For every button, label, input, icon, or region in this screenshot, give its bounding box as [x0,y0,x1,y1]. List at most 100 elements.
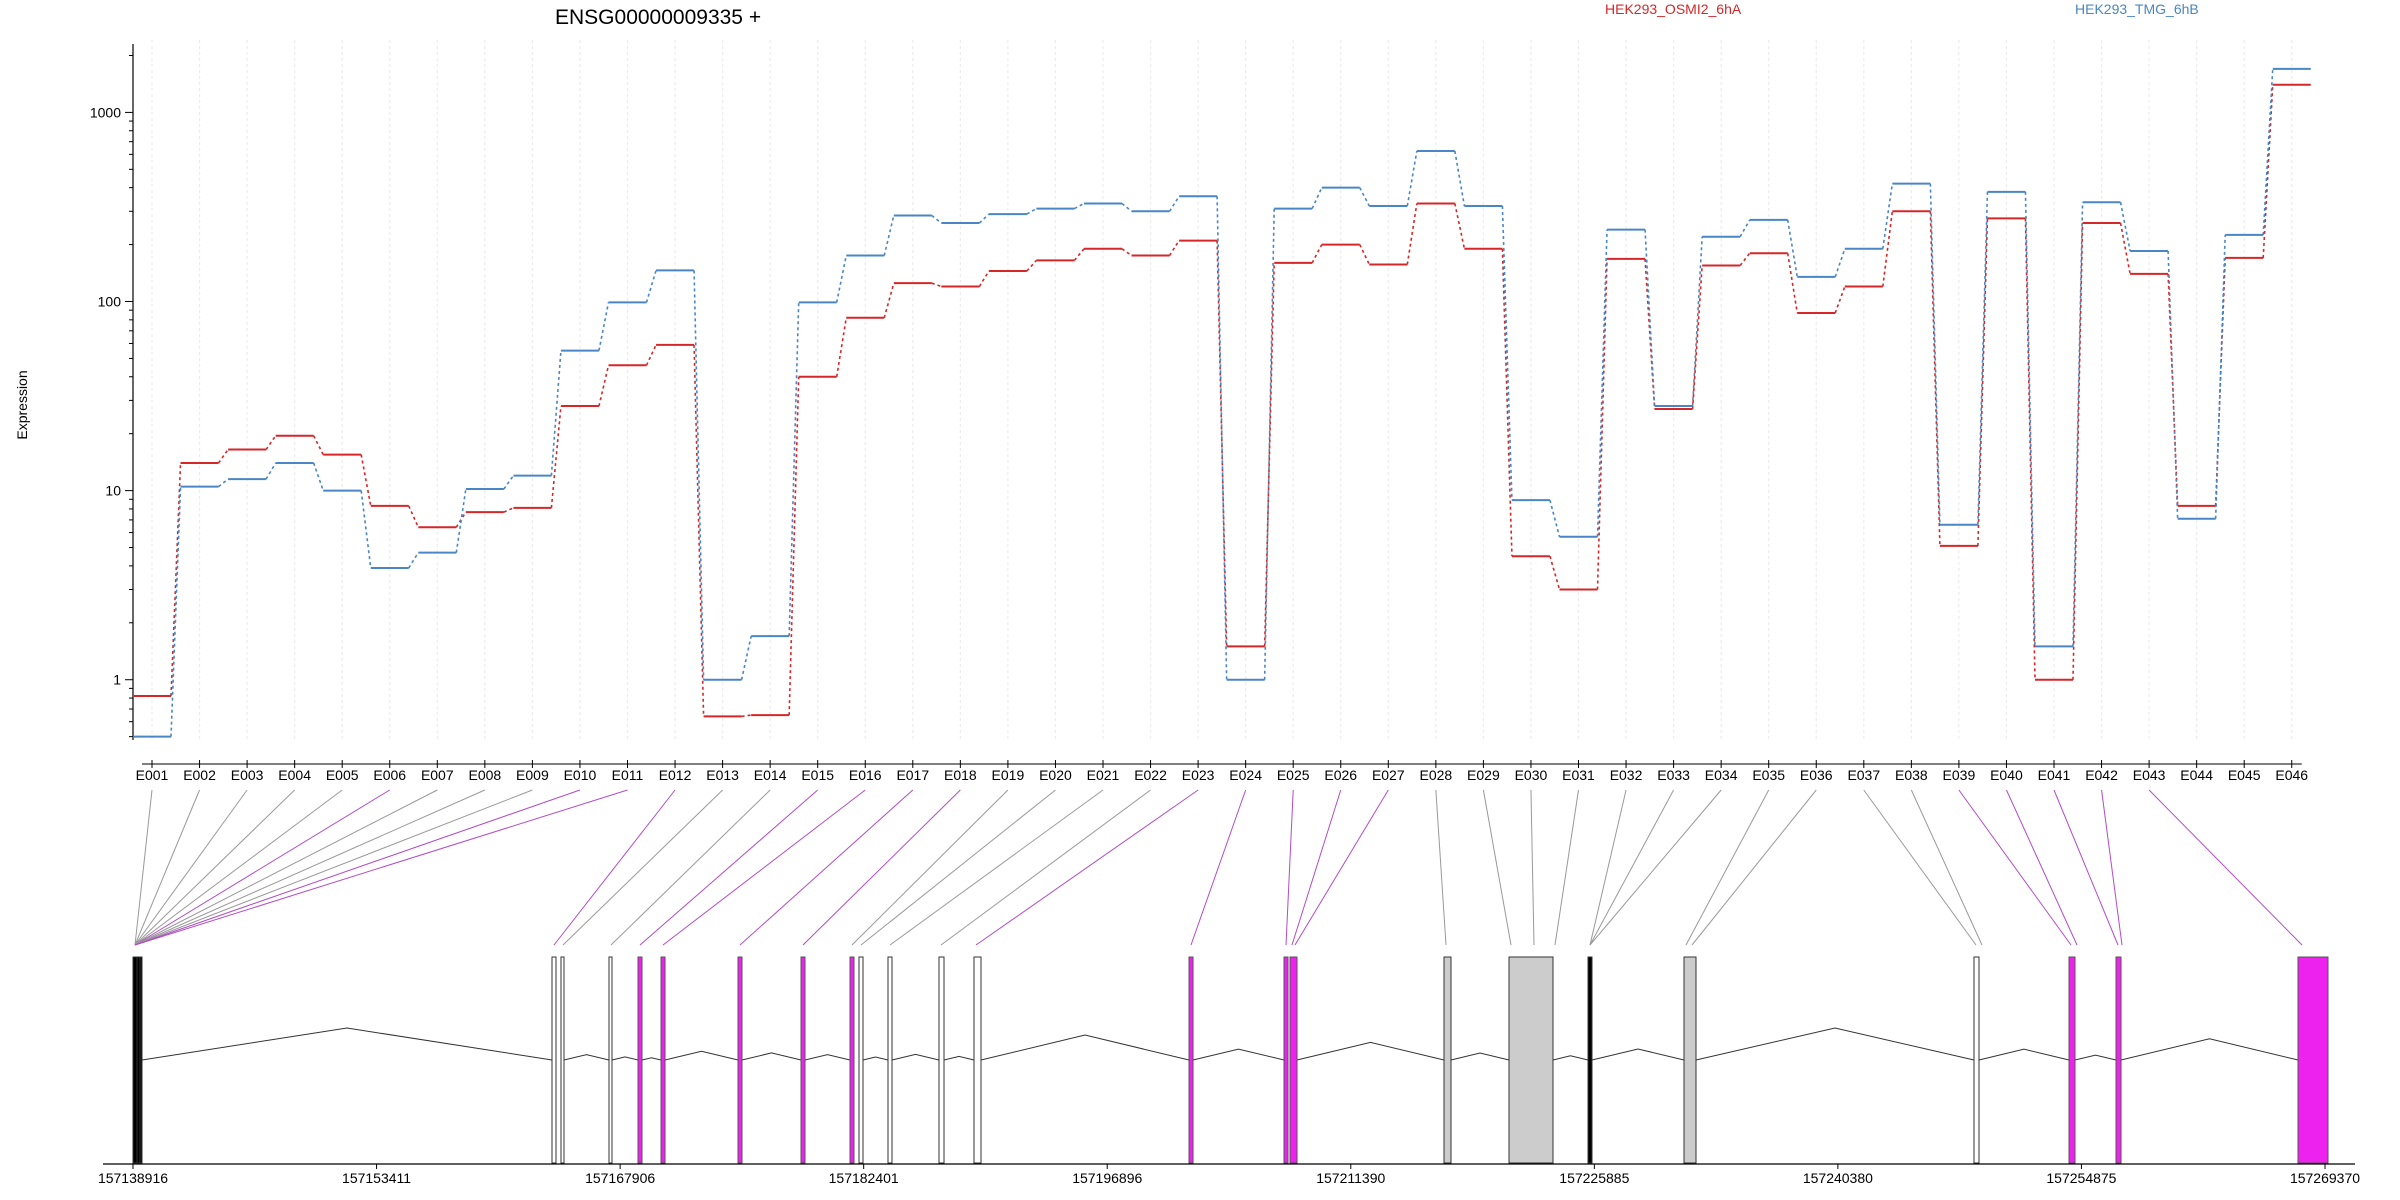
series-connector [1168,240,1180,256]
exon-connector [639,789,819,946]
exon-connector [940,789,1151,946]
exon-connector [2053,789,2119,946]
series-connector [788,376,800,716]
x-tick-label: E018 [944,767,977,783]
series-connector [645,344,657,366]
x-tick-label: E007 [421,767,454,783]
exon-box [2068,956,2076,1164]
x-tick-label: E041 [2038,767,2071,783]
coordinate-label: 157167906 [585,1170,655,1186]
series-2 [133,67,2311,738]
exon-connector [134,789,628,946]
series-connector [265,462,277,480]
series-connector [1882,183,1894,249]
x-tick-label: E010 [564,767,597,783]
series-connector [1263,208,1275,680]
exon-connector [2101,789,2123,946]
exon-box [1188,956,1194,1164]
series-connector [218,478,229,488]
series-connector [740,635,752,680]
x-tick-label: E020 [1039,767,1072,783]
exon-box [1443,956,1452,1164]
x-tick-label: E014 [754,767,787,783]
series-connector [550,350,562,476]
exon-connector [1435,789,1447,946]
x-tick-label: E036 [1800,767,1833,783]
exon-box [1587,956,1593,1164]
series-connector [1121,202,1133,212]
series-connector [1549,555,1561,590]
series-connector [265,435,277,450]
coordinate-label: 157138916 [98,1170,168,1186]
exon-connector [134,789,486,946]
x-tick-label: E038 [1895,767,1928,783]
exon-box [2115,956,2122,1164]
x-tick-label: E002 [183,767,216,783]
exon-connector [1589,789,1722,946]
series-connector [360,490,372,569]
series-connector [1644,229,1656,407]
x-tick-label: E005 [326,767,359,783]
exon-connector [610,789,771,946]
x-tick-label: E024 [1229,767,1262,783]
series-connector [170,462,182,697]
x-tick-label: E019 [992,767,1025,783]
x-tick-label: E037 [1847,767,1880,783]
exon-connector [2148,789,2303,946]
exon-box [1289,956,1298,1164]
series-connector [1216,196,1228,680]
series-connector [217,449,229,464]
coordinate-label: 157211390 [1316,1170,1385,1186]
legend-series-2: HEK293_TMG_6hB [2075,1,2199,17]
series-connector [693,344,705,717]
coordinate-label: 157196896 [1072,1170,1142,1186]
x-tick-label: E015 [801,767,834,783]
grid-lines [151,40,2293,740]
exon-box [1973,956,1980,1164]
x-tick-label: E028 [1419,767,1452,783]
x-tick-label: E043 [2133,767,2166,783]
intron-line [611,1056,639,1061]
series-connector [2167,250,2179,519]
series-connector [1882,211,1894,287]
series-connector [1977,191,1989,525]
x-tick-label: E026 [1324,767,1357,783]
y-tick-label: 100 [98,294,122,310]
series-connector [1644,258,1656,410]
intron-line [1978,1048,2070,1061]
exon-box [1508,956,1554,1164]
series-connector [455,488,467,553]
exon-connector [1958,789,2072,946]
exon-connector [2005,789,2078,946]
series-connector [883,215,895,256]
series-connector [1596,258,1608,590]
exon-connector [662,789,866,946]
intron-line [980,1034,1190,1061]
series-connector [1834,248,1846,278]
intron-line [664,1050,739,1061]
exon-box [560,956,565,1164]
y-axis-label: Expression [14,370,30,439]
y-tick-label: 10 [105,483,121,499]
exon-connector [1285,789,1294,946]
exon-box [637,956,643,1164]
gene-model [132,956,2329,1164]
x-tick-label: E042 [2085,767,2118,783]
series-connector [741,714,752,718]
exon-box [858,956,864,1164]
series-connector [978,213,990,224]
series-connector [788,302,800,637]
series-connector [1596,229,1608,537]
exon-box [551,956,557,1164]
exon-box [887,956,893,1164]
series-lines [133,67,2311,738]
exon-connector [134,789,343,946]
x-tick-label: E029 [1467,767,1500,783]
legend-series-1: HEK293_OSMI2_6hA [1605,1,1742,17]
series-connector [1834,286,1846,314]
series-connector [1929,183,1941,525]
series-connector [1691,236,1703,407]
series-connector [455,511,467,528]
y-tick-label: 1 [113,672,121,688]
series-connector [1501,248,1513,557]
